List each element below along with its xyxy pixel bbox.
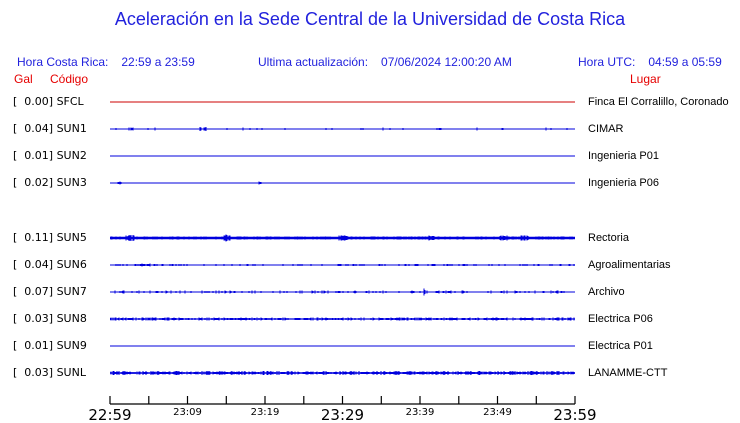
x-axis-tick-label: 23:09	[173, 407, 202, 418]
page-title: Aceleración en la Sede Central de la Uni…	[114, 9, 626, 29]
trace-row: [ 0.01] SUN9 Electrica P01	[0, 334, 740, 358]
station-place-label: Electrica P06	[588, 313, 653, 325]
trace-row: [ 0.11] SUN5 Rectoria	[0, 226, 740, 250]
utc-time-label: Hora UTC:	[578, 55, 636, 69]
trace-plot	[110, 155, 575, 157]
last-update-label: Ultima actualización:	[258, 55, 369, 69]
trace-row: [ 0.02] SUN3 Ingenieria P06	[0, 171, 740, 195]
station-gal-code-label: [ 0.11] SUN5	[13, 231, 87, 244]
trace-row: [ 0.03] SUN8 Electrica P06	[0, 307, 740, 331]
station-gal-code-label: [ 0.03] SUN8	[13, 312, 87, 325]
x-axis-tick-label: 23:39	[405, 407, 435, 418]
station-gal-code-label: [ 0.00] SFCL	[13, 95, 84, 108]
trace-row: [ 0.01] SUN2 Ingenieria P01	[0, 144, 740, 168]
trace-plot	[110, 345, 575, 347]
station-place-label: LANAMME-CTT	[588, 367, 668, 379]
station-place-label: Ingenieria P06	[588, 177, 659, 189]
x-axis-tick-label: 23:59	[553, 406, 597, 423]
column-header-gal: Gal	[14, 72, 33, 86]
x-axis-tick-label: 23:49	[483, 407, 512, 418]
trace-plot	[110, 317, 575, 321]
station-place-label: Ingenieria P01	[588, 150, 659, 162]
trace-row: [ 0.00] SFCL Finca El Corralillo, Coronad…	[0, 90, 740, 114]
station-gal-code-label: [ 0.02] SUN3	[13, 176, 87, 189]
trace-plot	[110, 288, 575, 296]
trace-row: [ 0.07] SUN7 Archivo	[0, 280, 740, 304]
column-header-codigo: Código	[50, 72, 89, 86]
station-place-label: Agroalimentarias	[588, 259, 671, 271]
trace-plot	[110, 181, 575, 185]
station-place-label: Electrica P01	[588, 340, 653, 352]
station-place-label: Archivo	[588, 286, 625, 298]
station-place-label: Rectoria	[588, 232, 629, 244]
trace-row: [ 0.04] SUN6 Agroalimentarias	[0, 253, 740, 277]
header-last-update: Ultima actualización: 07/06/2024 12:00:20…	[258, 55, 512, 69]
last-update-value: 07/06/2024 12:00:20 AM	[381, 55, 512, 69]
utc-time-value: 04:59 a 05:59	[648, 55, 722, 69]
station-gal-code-label: [ 0.04] SUN1	[13, 122, 87, 135]
x-axis	[109, 396, 576, 405]
trace-plot	[110, 371, 575, 375]
trace-row: [ 0.04] SUN1 CIMAR	[0, 117, 740, 141]
x-axis-tick-label: 22:59	[88, 406, 132, 423]
station-place-label: Finca El Corralillo, Coronado	[588, 96, 729, 108]
trace-plot	[110, 127, 575, 131]
header-utc-time: Hora UTC: 04:59 a 05:59	[578, 55, 722, 69]
trace-row: [ 0.03] SUNL LANAMME-CTT	[0, 361, 740, 385]
trace-plot	[110, 101, 575, 103]
station-gal-code-label: [ 0.01] SUN2	[13, 149, 87, 162]
header-local-time: Hora Costa Rica: 22:59 a 23:59	[17, 55, 195, 69]
x-axis-tick-label: 23:29	[320, 406, 365, 423]
trace-plot	[110, 234, 575, 242]
column-header-lugar: Lugar	[630, 72, 661, 86]
station-gal-code-label: [ 0.01] SUN9	[13, 339, 87, 352]
station-place-label: CIMAR	[588, 123, 624, 135]
station-gal-code-label: [ 0.07] SUN7	[13, 285, 87, 298]
station-gal-code-label: [ 0.03] SUNL	[13, 366, 86, 379]
local-time-label: Hora Costa Rica:	[17, 55, 109, 69]
station-gal-code-label: [ 0.04] SUN6	[13, 258, 87, 271]
trace-plot	[110, 263, 575, 267]
x-axis-tick-label: 23:19	[250, 407, 280, 418]
local-time-value: 22:59 a 23:59	[121, 55, 195, 69]
